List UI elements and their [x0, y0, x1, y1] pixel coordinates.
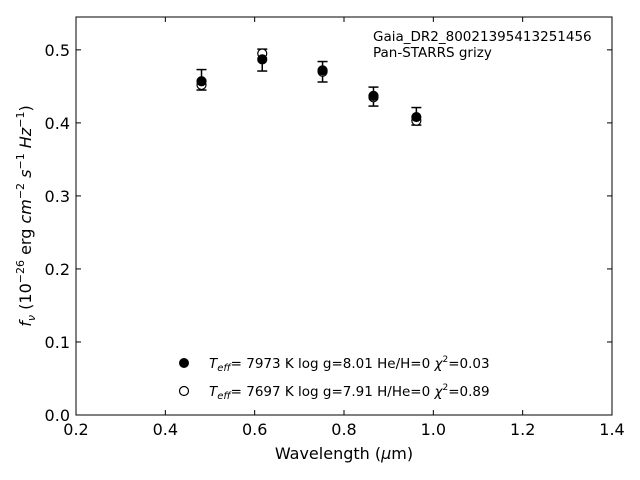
- legend-label-1: Teff= 7697 K log g=7.91 H/He=0 χ2=0.89: [209, 383, 490, 402]
- x-tick-label: 1.4: [599, 420, 624, 439]
- annotation-object-id: Gaia_DR2_800213954132514​56: [373, 29, 592, 45]
- y-tick-label: 0.1: [45, 333, 70, 352]
- x-tick-label: 0.4: [153, 420, 178, 439]
- point-filled: [411, 111, 422, 123]
- y-axis-label: fν (10−26 erg cm−2 s−1 Hz−1): [14, 105, 38, 326]
- y-tick-label: 0.5: [45, 41, 70, 60]
- x-tick-label: 0.8: [331, 420, 356, 439]
- legend-label-0: Teff= 7973 K log g=8.01 He/H=0 χ2=0.03: [209, 355, 490, 374]
- x-axis-label: Wavelength (μm): [275, 444, 413, 463]
- data-markers: [196, 48, 422, 126]
- legend: Teff= 7973 K log g=8.01 He/H=0 χ2=0.03 T…: [178, 355, 490, 402]
- point-filled: [368, 90, 379, 101]
- point-filled: [317, 65, 328, 76]
- annotation-survey: Pan-STARRS grizy: [373, 45, 492, 61]
- y-tick-label: 0.2: [45, 260, 70, 279]
- x-tick-label: 1.0: [421, 420, 446, 439]
- point-filled: [196, 76, 207, 87]
- y-tick-label: 0.3: [45, 187, 70, 206]
- y-tick-label: 0.4: [45, 114, 70, 133]
- legend-marker-open: [178, 385, 190, 397]
- x-tick-label: 1.2: [510, 420, 535, 439]
- x-tick-label: 0.6: [242, 420, 267, 439]
- y-tick-label: 0.0: [45, 406, 70, 425]
- point-filled: [257, 54, 268, 65]
- legend-marker-filled: [179, 358, 189, 368]
- x-tick-label: 0.2: [63, 420, 88, 439]
- axis-ticks: 0.2 0.4 0.6 0.8 1.0 1.2 1.4 0.0 0.1 0.2 0.3 0.4 0.5: [45, 17, 625, 439]
